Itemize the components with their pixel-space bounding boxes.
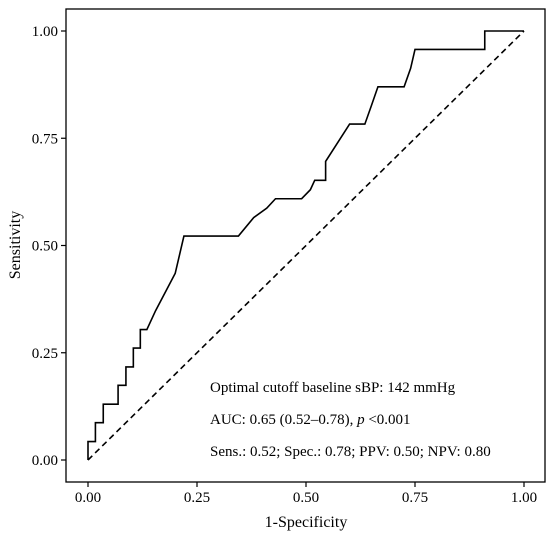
series-layer (87, 30, 525, 461)
annotation-cutoff: Optimal cutoff baseline sBP: 142 mmHg (210, 380, 456, 396)
annotation-auc-p: p (356, 412, 365, 428)
x-axis: 0.00 0.25 0.50 0.75 1.00 (75, 482, 537, 506)
x-tick-label: 0.25 (184, 490, 210, 506)
y-tick-label: 0.50 (32, 239, 58, 255)
reference-diagonal-line (87, 30, 525, 461)
x-tick-label: 1.00 (511, 490, 537, 506)
x-tick-label: 0.50 (293, 490, 319, 506)
x-tick-label: 0.75 (402, 490, 428, 506)
y-axis-title: Sensitivity (7, 211, 24, 279)
y-axis: 0.00 0.25 0.50 0.75 1.00 (32, 24, 66, 469)
x-axis-title: 1-Specificity (265, 514, 348, 531)
y-tick-label: 0.00 (32, 453, 58, 469)
annotation-block: Optimal cutoff baseline sBP: 142 mmHg AU… (210, 380, 491, 460)
annotation-metrics: Sens.: 0.52; Spec.: 0.78; PPV: 0.50; NPV… (210, 444, 491, 460)
annotation-auc: AUC: 0.65 (0.52–0.78), p <0.001 (210, 412, 411, 428)
annotation-auc-main: AUC: 0.65 (0.52–0.78), (210, 412, 357, 428)
y-tick-label: 1.00 (32, 24, 58, 40)
x-tick-label: 0.00 (75, 490, 101, 506)
y-tick-label: 0.25 (32, 346, 58, 362)
annotation-auc-threshold: <0.001 (365, 412, 411, 428)
y-tick-label: 0.75 (32, 131, 58, 147)
roc-curve-line (87, 30, 524, 460)
